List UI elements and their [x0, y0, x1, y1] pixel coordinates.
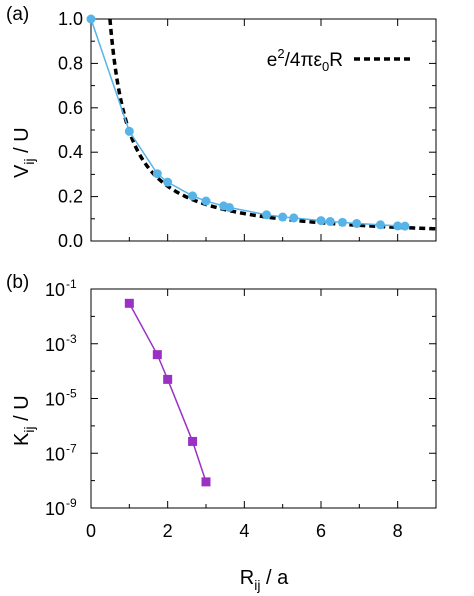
data-point-b [152, 350, 162, 360]
data-point-a [337, 217, 347, 227]
y-tick-exponent-b: -7 [66, 441, 77, 455]
x-tick-label: 8 [393, 521, 403, 541]
data-point-a [375, 220, 385, 230]
panel-label-b: (b) [6, 272, 29, 293]
data-point-a [152, 169, 162, 179]
data-point-a [278, 212, 288, 222]
data-point-a [316, 216, 326, 226]
y-tick-label-b: 10 [45, 280, 65, 300]
data-point-b [188, 436, 198, 446]
data-point-a [352, 218, 362, 228]
y-axis-label-a: Vij / U [11, 127, 37, 178]
x-tick-label: 2 [163, 521, 173, 541]
y-tick-exponent-b: -1 [66, 277, 77, 291]
series-line-b [128, 302, 207, 483]
y-tick-exponent-b: -9 [66, 496, 77, 510]
x-tick-label: 4 [239, 521, 249, 541]
y-tick-label-b: 10 [45, 444, 65, 464]
data-point-a [262, 210, 272, 220]
data-point-a [201, 196, 211, 206]
y-tick-label-a: 0.8 [58, 53, 83, 73]
y-tick-label-a: 0.6 [58, 98, 83, 118]
y-axis-label-b: Kij / U [11, 395, 37, 446]
data-point-b [124, 298, 134, 308]
y-tick-label-a: 0.2 [58, 187, 83, 207]
data-point-a [224, 202, 234, 212]
y-tick-exponent-b: -5 [66, 387, 77, 401]
panel-a: (a) Vij / U e2/4πε0R 0.0 0.2 0.4 0.6 0.8 1.0 [6, 4, 437, 251]
legend-label-coulomb: e2/4πε0R [267, 46, 343, 74]
y-tick-label-b: 10 [45, 335, 65, 355]
y-tick-label-a: 1.0 [58, 9, 83, 29]
data-point-a [124, 126, 134, 136]
panel-label-a: (a) [6, 4, 29, 25]
y-tick-label-b: 10 [45, 499, 65, 519]
data-point-a [393, 221, 403, 231]
x-tick-label: 6 [316, 521, 326, 541]
data-point-a [188, 191, 198, 201]
data-point-a [400, 221, 410, 231]
series-line-a [90, 18, 405, 227]
panel-b: (b) Kij / U Rij / a 0 2 4 6 810-110-310 -510-… [6, 272, 437, 593]
y-tick-label-b: 10 [45, 390, 65, 410]
y-tick-exponent-b: -3 [66, 332, 77, 346]
x-axis-label: Rij / a [240, 567, 289, 593]
data-point-a [325, 216, 335, 226]
data-point-a [163, 177, 173, 187]
y-tick-label-a: 0.4 [58, 142, 83, 162]
plot-frame-a [90, 18, 437, 242]
plot-frame-b [90, 288, 437, 509]
legend-a: e2/4πε0R [267, 46, 410, 74]
data-point-b [201, 477, 211, 487]
data-point-a [289, 213, 299, 223]
y-tick-label-a: 0.0 [58, 231, 83, 251]
data-point-a [86, 14, 96, 24]
x-tick-label: 0 [86, 521, 96, 541]
data-point-b [163, 374, 173, 384]
